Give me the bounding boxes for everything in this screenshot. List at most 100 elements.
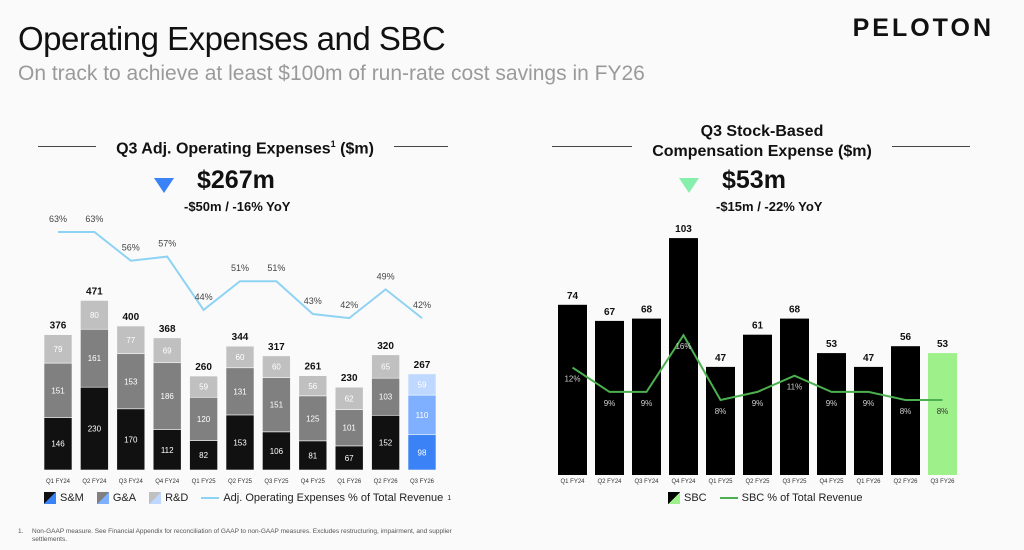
left-panel-title-unit: ($m): [335, 140, 374, 158]
line-point-label: 9%: [752, 399, 764, 408]
data-label-r-d: 56: [308, 382, 317, 391]
x-tick-label: Q3 FY26: [410, 479, 435, 485]
data-label-r-d: 59: [418, 381, 427, 390]
total-label: 376: [50, 321, 67, 332]
x-tick-label: Q1 FY25: [192, 479, 217, 485]
bar-s-m: [407, 434, 437, 471]
bar-g-a: [43, 362, 73, 418]
line-point-label: 56%: [122, 243, 140, 253]
legend-label-sm: S&M: [60, 492, 84, 504]
total-label: 260: [195, 362, 212, 373]
bar-sbc: [632, 318, 661, 475]
bar-r-d: [116, 325, 146, 355]
data-label-s-m: 106: [270, 447, 284, 456]
data-label-r-d: 65: [381, 363, 390, 372]
data-label-sbc: 61: [752, 321, 764, 332]
right-title-rule-left: [552, 146, 632, 147]
bar-r-d: [371, 354, 400, 379]
data-label-g-a: 125: [306, 414, 320, 423]
legend-swatch-sm: [44, 492, 56, 504]
line-point-label: 42%: [340, 300, 358, 310]
bar-sbc: [817, 353, 846, 475]
right-panel-title: Q3 Stock-Based Compensation Expense ($m): [636, 122, 888, 162]
left-kpi-value: $267m: [197, 166, 275, 194]
data-label-g-a: 101: [343, 424, 357, 433]
data-label-g-a: 120: [197, 415, 211, 424]
legend-line-sbc-pct: [719, 497, 738, 499]
page-subtitle: On track to achieve at least $100m of ru…: [18, 62, 645, 85]
line-point-label: 63%: [85, 214, 103, 224]
bar-r-d: [80, 300, 109, 330]
data-label-s-m: 112: [161, 446, 174, 455]
data-label-g-a: 186: [161, 392, 175, 401]
footnote-number: 1.: [18, 528, 24, 535]
x-tick-label: Q1 FY25: [708, 479, 733, 485]
right-legend: SBC SBC % of Total Revenue: [668, 492, 871, 504]
data-label-s-m: 98: [418, 448, 427, 457]
total-label: 317: [268, 342, 285, 353]
down-triangle-icon: [679, 178, 699, 193]
x-tick-label: Q4 FY24: [671, 479, 696, 485]
bar-g-a: [80, 328, 109, 388]
x-tick-label: Q4 FY24: [155, 479, 180, 485]
x-tick-label: Q3 FY24: [119, 479, 144, 485]
line-point-label: 49%: [377, 271, 395, 281]
bar-sbc: [558, 304, 587, 475]
data-label-r-d: 79: [54, 345, 63, 354]
total-label: 471: [86, 286, 103, 297]
legend-item-sbc-pct: SBC % of Total Revenue: [719, 492, 863, 504]
bar-g-a: [298, 395, 328, 442]
total-label: 368: [159, 324, 176, 335]
sbc-chart: 74 Q1 FY24 67 Q2 FY24 68 Q3 FY24 103 Q4 FY24 47 Q…: [558, 224, 957, 485]
data-label-sbc: 47: [715, 353, 727, 364]
line-point-label: 9%: [604, 399, 616, 408]
bar-s-m: [189, 440, 218, 471]
bar-sbc: [669, 238, 698, 475]
bar-sbc: [595, 320, 624, 475]
data-label-sbc: 68: [789, 305, 801, 316]
bar-r-d: [298, 375, 328, 397]
opex-chart: 146 151 79 376 Q1 FY24 230 161 80 471 Q2 FY24 170 1…: [43, 214, 437, 485]
data-label-s-m: 152: [379, 439, 393, 448]
data-label-s-m: 67: [345, 454, 354, 463]
data-label-g-a: 151: [270, 401, 284, 410]
data-label-r-d: 69: [163, 346, 172, 355]
data-label-r-d: 60: [272, 363, 281, 372]
total-label: 230: [341, 373, 358, 384]
left-title-rule-right: [394, 146, 448, 147]
bar-s-m: [80, 386, 109, 471]
line-point-label: 8%: [715, 407, 727, 416]
right-panel-title-line2: Compensation Expense ($m): [652, 143, 872, 160]
x-tick-label: Q3 FY24: [634, 479, 659, 485]
bar-r-d: [407, 373, 437, 396]
data-label-s-m: 153: [233, 438, 247, 447]
legend-label-sbc-pct: SBC % of Total Revenue: [741, 492, 863, 504]
x-tick-label: Q2 FY25: [745, 479, 770, 485]
total-label: 344: [232, 332, 249, 343]
legend-item-sbc: SBC: [668, 492, 707, 504]
data-label-r-d: 59: [199, 383, 208, 392]
x-tick-label: Q3 FY26: [930, 479, 955, 485]
data-label-g-a: 110: [416, 411, 429, 420]
data-label-r-d: 60: [236, 353, 245, 362]
bar-s-m: [152, 429, 182, 471]
bar-s-m: [43, 417, 73, 471]
bar-g-a: [116, 353, 146, 410]
bar-r-d: [152, 337, 182, 364]
legend-line-opex-pct: [201, 497, 220, 499]
x-tick-label: Q2 FY26: [893, 479, 918, 485]
right-title-rule-right: [892, 146, 970, 147]
line-point-label: 8%: [900, 407, 912, 416]
data-label-r-d: 62: [345, 394, 354, 403]
data-label-r-d: 77: [126, 336, 135, 345]
bar-s-m: [225, 414, 255, 471]
legend-swatch-sbc: [668, 492, 680, 504]
right-panel-title-line1: Q3 Stock-Based: [700, 123, 824, 140]
legend-item-opex-pct: Adj. Operating Expenses % of Total Reven…: [201, 492, 451, 504]
bar-g-a: [407, 394, 437, 436]
line-point-label: 44%: [195, 292, 213, 302]
line-point-label: 9%: [863, 399, 875, 408]
x-tick-label: Q3 FY25: [782, 479, 807, 485]
legend-label-ga: G&A: [112, 492, 137, 504]
